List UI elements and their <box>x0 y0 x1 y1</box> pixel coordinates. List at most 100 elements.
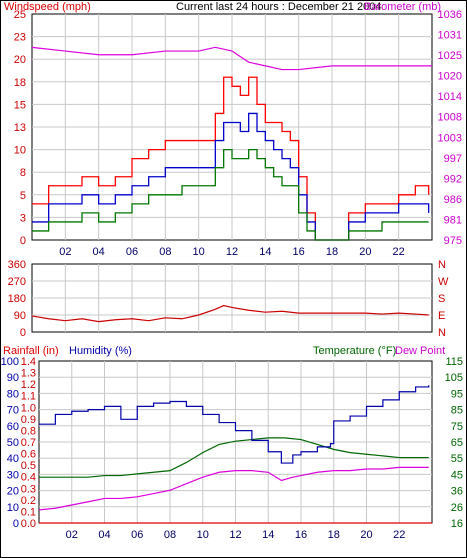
y-tick-label: 23 <box>14 32 26 44</box>
x-tick-label: 12 <box>229 529 241 541</box>
y2-tick-label: 1003 <box>438 132 462 144</box>
y-tick-label: 0.5 <box>21 460 36 472</box>
y-tick-label: 0 <box>13 518 19 530</box>
y-tick-label: 90 <box>14 310 26 322</box>
y2-tick-label: 55 <box>451 453 463 465</box>
y2-tick-label: 1036 <box>438 9 462 21</box>
x-tick-label: 02 <box>66 529 78 541</box>
y2-tick-label: 26 <box>451 502 463 514</box>
rainfall-axis-label: Rainfall (in) <box>3 345 59 357</box>
y2-tick-label: 986 <box>444 194 462 206</box>
y-tick-label: 0.7 <box>21 437 36 449</box>
y-tick-label: 180 <box>8 293 26 305</box>
y2-tick-label: 997 <box>444 153 462 165</box>
y2-tick-label: 1008 <box>438 112 462 124</box>
wind-series <box>31 46 432 241</box>
y2-tick-label: 992 <box>444 173 462 185</box>
x-tick-label: 22 <box>393 529 405 541</box>
y-tick-label: 8 <box>20 167 26 179</box>
y2-tick-label: 981 <box>444 214 462 226</box>
humidity-y-ticks: 0 10 20 30 40 50 60 70 80 90 100 <box>1 356 19 530</box>
y-tick-label: 5 <box>20 190 26 202</box>
y-tick-label: 10 <box>14 145 26 157</box>
windspeed-low-line <box>32 148 429 241</box>
y-tick-label: 30 <box>7 469 19 481</box>
y-tick-label: 0.8 <box>21 425 36 437</box>
y2-tick-label: 1014 <box>438 91 462 103</box>
direction-series <box>31 304 429 323</box>
x-tick-label: 08 <box>164 529 176 541</box>
x-tick-label: 04 <box>93 246 105 258</box>
y2-tick-label: S <box>438 293 445 305</box>
y2-tick-label: 1025 <box>438 50 462 62</box>
y-tick-label: 10 <box>7 502 19 514</box>
y-tick-label: 1.2 <box>21 379 36 391</box>
y-tick-label: 70 <box>7 405 19 417</box>
humidity-x-ticks: 02 04 06 08 10 12 14 16 18 20 22 <box>66 529 406 541</box>
y-tick-label: 0.9 <box>21 414 36 426</box>
y2-tick-label: N <box>438 259 446 271</box>
y2-tick-label: 1020 <box>438 71 462 83</box>
wind-y-ticks: 0 3 5 8 10 13 15 18 20 23 25 <box>14 9 26 247</box>
x-tick-label: 14 <box>262 529 274 541</box>
y2-tick-label: 45 <box>451 469 463 481</box>
y2-tick-label: W <box>438 276 449 288</box>
wind-panel: 0 3 5 8 10 13 15 18 20 23 25 975 981 986 992 997 1003 10… <box>14 9 462 258</box>
y2-tick-label: E <box>438 310 445 322</box>
y-tick-label: 1.1 <box>21 391 36 403</box>
rain-y-ticks: 0.00.10.20.30.40.50.60.70.80.91.01.11.21… <box>21 356 36 530</box>
x-tick-label: 16 <box>293 246 305 258</box>
x-tick-label: 08 <box>159 246 171 258</box>
y-tick-label: 90 <box>7 372 19 384</box>
y2-tick-label: 65 <box>451 437 463 449</box>
barometer-line <box>31 46 432 71</box>
y-tick-label: 40 <box>7 453 19 465</box>
wind-axis-label: Windspeed (mph) <box>4 1 91 13</box>
y-tick-label: 60 <box>7 421 19 433</box>
y2-tick-label: N <box>438 327 446 339</box>
y-tick-label: 1.4 <box>21 356 36 368</box>
x-tick-label: 16 <box>295 529 307 541</box>
y-tick-label: 13 <box>14 122 26 134</box>
y-tick-label: 15 <box>14 99 26 111</box>
barometer-axis-label: Barometer (mb) <box>364 1 441 13</box>
humidity-temp-panel: 0.00.10.20.30.40.50.60.70.80.91.01.11.21… <box>1 356 463 541</box>
y-tick-label: 80 <box>7 388 19 400</box>
y-tick-label: 100 <box>1 356 19 368</box>
dewpoint-axis-label: Dew Point <box>395 345 445 357</box>
y-tick-label: 0 <box>20 327 26 339</box>
y2-tick-label: 975 <box>444 235 462 247</box>
x-tick-label: 14 <box>259 246 271 258</box>
x-tick-label: 10 <box>197 529 209 541</box>
humidity-line <box>39 385 430 464</box>
y2-tick-label: 36 <box>451 486 463 498</box>
y2-tick-label: 105 <box>445 372 463 384</box>
x-tick-label: 22 <box>393 246 405 258</box>
y-tick-label: 20 <box>7 486 19 498</box>
y2-tick-label: 16 <box>451 518 463 530</box>
y-tick-label: 0.2 <box>21 495 36 507</box>
dewpoint-line <box>38 466 429 511</box>
y-tick-label: 1.3 <box>21 368 36 380</box>
y-tick-label: 0.6 <box>21 449 36 461</box>
windspeed-gust-line <box>32 76 430 241</box>
baro-y-ticks: 975 981 986 992 997 1003 1008 1014 1020 1025 1031 1… <box>438 9 462 247</box>
humidity-temp-series <box>38 385 432 524</box>
y-tick-label: 18 <box>14 77 26 89</box>
temperature-y-ticks: 16 26 36 45 55 65 75 85 95 105 115 <box>445 356 463 530</box>
direction-grid <box>32 264 432 332</box>
x-tick-label: 20 <box>359 246 371 258</box>
y-tick-label: 0 <box>20 235 26 247</box>
y-tick-label: 270 <box>8 276 26 288</box>
x-tick-label: 20 <box>360 529 372 541</box>
y-tick-label: 0.3 <box>21 483 36 495</box>
x-tick-label: 06 <box>131 529 143 541</box>
direction-y-ticks: 0 90 180 270 360 <box>8 259 26 339</box>
y-tick-label: 3 <box>20 212 26 224</box>
y2-tick-label: 1031 <box>438 30 462 42</box>
x-tick-label: 18 <box>328 529 340 541</box>
x-tick-label: 12 <box>226 246 238 258</box>
